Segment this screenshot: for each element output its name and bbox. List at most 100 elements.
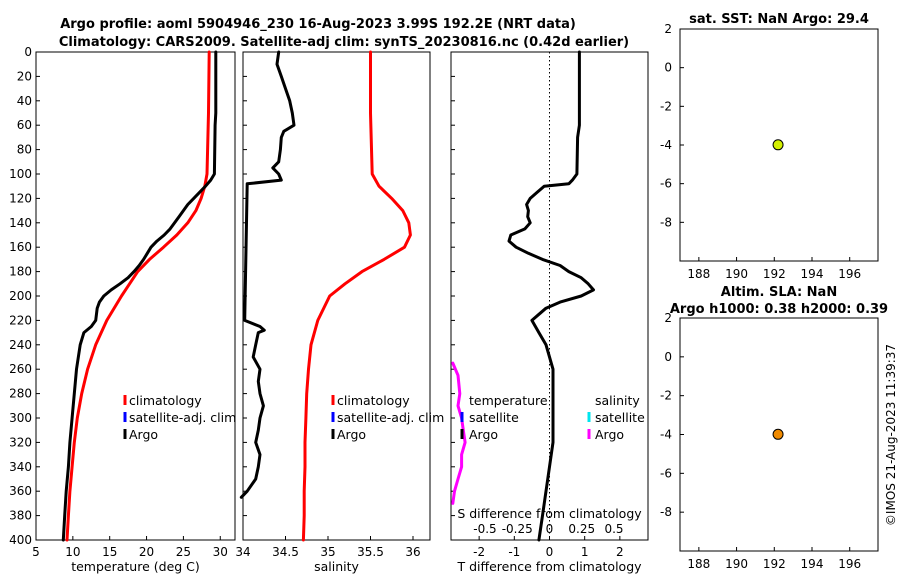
sla-panel-subtitle: Argo h1000: 0.38 h2000: 0.39 (670, 302, 888, 317)
figure-title-line2: Climatology: CARS2009. Satellite-adj cli… (59, 35, 629, 50)
temperature-xtick-label: 5 (32, 545, 40, 559)
sla-xtick-label: 194 (801, 557, 824, 571)
difference-salinity-legend-entry: salinity (595, 393, 640, 408)
depth-ytick-label: 60 (17, 118, 32, 132)
depth-ytick-label: 140 (9, 216, 32, 230)
depth-ytick-label: 120 (9, 191, 32, 205)
sst-argo-point (772, 139, 784, 151)
difference-salinity-legend-entry: satellite (595, 410, 645, 425)
sst-xtick-label: 194 (801, 267, 824, 281)
temperature-legend-entry: Argo (129, 427, 158, 442)
temperature-axes-frame (35, 51, 236, 541)
difference-xtick-label: -1 (508, 545, 520, 559)
temperature-xtick-label: 25 (176, 545, 191, 559)
sst-panel-title: sat. SST: NaN Argo: 29.4 (689, 12, 869, 27)
salinity-xtick-label: 35.5 (357, 545, 384, 559)
difference-xtick-label: 0 (546, 545, 554, 559)
temperature-difference-argo-line (507, 50, 595, 542)
sla-xtick-label: 188 (687, 557, 710, 571)
difference-xlabel: T difference from climatology (456, 559, 642, 574)
depth-ytick-label: 280 (9, 387, 32, 401)
sla-argo-point (772, 428, 784, 440)
depth-ytick-label: 20 (17, 69, 32, 83)
temperature-xtick-label: 20 (139, 545, 154, 559)
difference-temperature-legend-entry: satellite (469, 410, 519, 425)
difference-xtick-label: 1 (581, 545, 589, 559)
salinity-difference-tick-label: -0.25 (502, 522, 533, 536)
salinity-argo-line (239, 50, 296, 499)
sst-ytick-label: 2 (664, 22, 672, 36)
sst-ytick-label: -6 (660, 177, 672, 191)
sst-xtick-label: 188 (687, 267, 710, 281)
temperature-xtick-label: 30 (213, 545, 228, 559)
depth-ytick-label: 100 (9, 167, 32, 181)
depth-ytick-label: 300 (9, 411, 32, 425)
depth-ytick-label: 360 (9, 484, 32, 498)
sla-xtick-label: 190 (725, 557, 748, 571)
depth-ytick-label: 40 (17, 94, 32, 108)
difference-temperature-legend-entry: Argo (469, 427, 498, 442)
salinity-xtick-label: 35 (320, 545, 335, 559)
depth-ytick-label: 200 (9, 289, 32, 303)
depth-ytick-label: 400 (9, 533, 32, 547)
depth-ytick-label: 320 (9, 435, 32, 449)
sst-ytick-label: 0 (664, 61, 672, 75)
depth-ytick-label: 80 (17, 143, 32, 157)
temperature-legend-entry: climatology (129, 393, 202, 408)
salinity-difference-argo-line (451, 361, 467, 505)
depth-ytick-label: 0 (24, 45, 32, 59)
depth-ytick-label: 380 (9, 509, 32, 523)
salinity-difference-tick-label: 0.25 (568, 522, 595, 536)
salinity-xlabel: salinity (314, 559, 359, 574)
sla-ytick-label: -2 (660, 389, 672, 403)
sst-xtick-label: 196 (838, 267, 861, 281)
depth-ytick-label: 160 (9, 240, 32, 254)
temperature-climatology-line (65, 50, 211, 542)
salinity-legend-entry: Argo (337, 427, 366, 442)
temperature-argo-line (61, 50, 218, 542)
sla-panel-title: Altim. SLA: NaN (721, 285, 837, 300)
depth-ytick-label: 240 (9, 338, 32, 352)
salinity-legend-entry: satellite-adj. clim (337, 410, 444, 425)
difference-temperature-legend-entry: temperature (469, 393, 548, 408)
sst-xtick-label: 192 (763, 267, 786, 281)
timestamp-stamp: ©IMOS 21-Aug-2023 11:39:37 (884, 344, 898, 526)
salinity-xtick-label: 34 (235, 545, 250, 559)
salinity-difference-tick-label: 0.5 (604, 522, 623, 536)
salinity-panel: 34 34.5 35 35.5 36 salinity climatology satelli… (235, 50, 444, 574)
sst-ytick-label: -2 (660, 99, 672, 113)
temperature-legend-entry: satellite-adj. clim (129, 410, 236, 425)
depth-ytick-label: 180 (9, 265, 32, 279)
figure-title-line1: Argo profile: aoml 5904946_230 16-Aug-20… (60, 17, 576, 32)
sla-ytick-label: -8 (660, 505, 672, 519)
sst-panel: 188 190 192 194 196 2 0 -2 -4 -6 -8 sat. SST: NaN A… (660, 12, 879, 281)
sla-panel: 188 190 192 194 196 2 0 -2 -4 -6 -8 Altim. SLA: NaN… (660, 285, 888, 571)
temperature-xtick-label: 10 (65, 545, 80, 559)
temperature-xtick-label: 15 (102, 545, 117, 559)
sla-xtick-label: 192 (763, 557, 786, 571)
salinity-difference-tick-label: -0.5 (473, 522, 496, 536)
salinity-difference-tick-label: 0 (546, 522, 554, 536)
salinity-climatology-line (301, 50, 412, 542)
sla-xtick-label: 196 (838, 557, 861, 571)
difference-xtick-label: 2 (616, 545, 624, 559)
sst-xtick-label: 190 (725, 267, 748, 281)
sla-ytick-label: -4 (660, 428, 672, 442)
salinity-xtick-label: 34.5 (272, 545, 299, 559)
difference-salinity-legend-entry: Argo (595, 427, 624, 442)
sst-ytick-label: -8 (660, 215, 672, 229)
depth-ytick-label: 220 (9, 313, 32, 327)
salinity-difference-axis-label: S difference from climatology (457, 506, 642, 521)
depth-ytick-label: 340 (9, 460, 32, 474)
temperature-panel: 5 10 15 20 25 3002040608010012014016018020022… (9, 45, 236, 574)
salinity-xtick-label: 36 (405, 545, 420, 559)
sst-ytick-label: -4 (660, 138, 672, 152)
salinity-axes-frame (242, 51, 431, 541)
difference-xtick-label: -2 (473, 545, 485, 559)
sla-ytick-label: 2 (664, 311, 672, 325)
temperature-xlabel: temperature (deg C) (71, 559, 200, 574)
difference-panel: -2 -1 0 1 2T difference from climatology S di… (450, 50, 649, 574)
depth-ytick-label: 260 (9, 362, 32, 376)
sla-ytick-label: -6 (660, 466, 672, 480)
